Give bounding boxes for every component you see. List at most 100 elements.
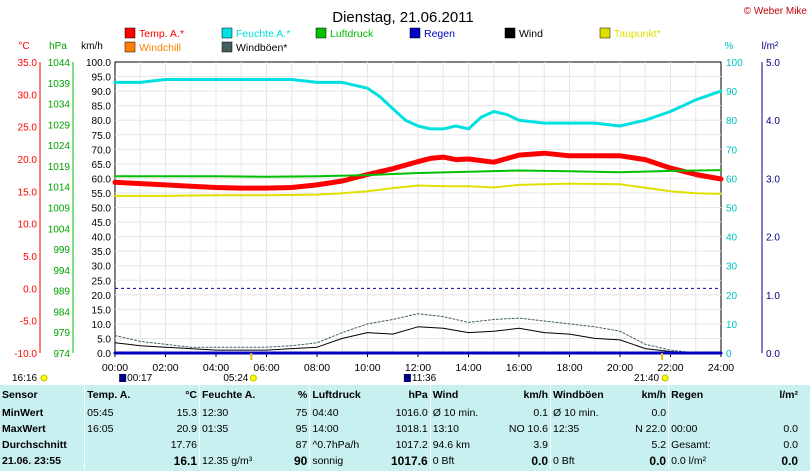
tick-label-hum: 30	[726, 262, 738, 273]
legend-entry: Windböen*	[221, 41, 287, 54]
stats-cell	[668, 405, 736, 421]
axis-unit-temp: °C	[18, 41, 29, 52]
legend-entry: Taupunkt*	[599, 27, 661, 40]
stats-cell: l/m²	[779, 389, 798, 401]
stats-cell: 16.1	[173, 454, 197, 468]
legend-label: Regen	[424, 28, 455, 40]
series	[112, 78, 724, 355]
tick-label-hum: 40	[726, 233, 738, 244]
stats-cell: Wind	[429, 385, 492, 405]
stats-cell: %	[297, 389, 308, 401]
tick-label-wind: 40.0	[92, 233, 112, 244]
stats-cell: 17.76	[170, 439, 197, 451]
stats-cell: 13:10	[429, 421, 492, 437]
statistics-panel: Sensor Temp. A. °C Feuchte A.% Luftdruck hPa W…	[0, 385, 810, 471]
moonrise-label: 00:17	[127, 373, 152, 384]
legend-label: Taupunkt*	[614, 28, 661, 40]
stats-cell: Regen	[668, 385, 736, 405]
stats-cell: NO 10.6	[508, 423, 548, 435]
grid	[115, 62, 721, 353]
stats-row-label: MinWert	[2, 407, 44, 419]
tick-label-temp: 30.0	[18, 90, 38, 101]
stats-cell: 3.9	[533, 439, 548, 451]
tick-label-temp: 0.0	[23, 284, 37, 295]
time-tick-label: 22:00	[657, 362, 683, 374]
stats-cell	[198, 437, 263, 453]
tick-label-wind: 60.0	[92, 174, 112, 185]
stats-cell: Gesamt:	[668, 437, 736, 453]
legend-label: Windchill	[139, 42, 181, 54]
tick-label-press: 1034	[48, 100, 71, 111]
tick-label-wind: 100.0	[86, 58, 111, 69]
stats-cell: 12:35	[550, 421, 614, 437]
stats-cell: 16:05	[84, 421, 146, 437]
tick-label-wind: 55.0	[92, 189, 112, 200]
legend-entry: Wind	[504, 27, 543, 40]
tick-label-temp: 10.0	[18, 220, 38, 231]
tick-label-temp: 15.0	[18, 187, 38, 198]
tick-label-rain: 4.0	[766, 116, 780, 127]
stats-cell: 5.2	[651, 439, 667, 451]
stats-row-label: 21.06. 23:55	[2, 455, 61, 467]
tick-label-wind: 95.0	[92, 73, 112, 84]
time-tick-label: 02:00	[152, 362, 178, 374]
legend-entry: Feuchte A.*	[221, 27, 290, 40]
tick-label-wind: 30.0	[92, 262, 112, 273]
tick-label-hum: 0	[726, 349, 732, 360]
stats-cell: 0.1	[533, 407, 548, 419]
tick-label-temp: 25.0	[18, 123, 38, 134]
tick-label-hum: 100	[726, 58, 743, 69]
stats-cell: 12:30	[198, 405, 263, 421]
sunrise-icon	[249, 374, 257, 382]
stats-cell: 01:35	[198, 421, 263, 437]
stats-cell: °C	[185, 389, 197, 401]
stats-cell: 05:45	[84, 405, 146, 421]
tick-label-wind: 80.0	[92, 116, 112, 127]
tick-label-rain: 1.0	[766, 291, 780, 302]
tick-label-wind: 75.0	[92, 131, 112, 142]
tick-label-rain: 3.0	[766, 174, 780, 185]
stats-cell: 15.3	[176, 407, 197, 419]
legend-swatch	[221, 41, 233, 53]
tick-label-press: 994	[53, 266, 70, 277]
stats-cell: km/h	[641, 389, 667, 401]
legend-entry: Regen	[409, 27, 455, 40]
stats-cell: 0.0	[649, 454, 667, 468]
time-tick-label: 16:00	[506, 362, 532, 374]
stats-cell: km/h	[523, 389, 548, 401]
tick-label-temp: 5.0	[23, 252, 37, 263]
axes: °C 35.0 30.0 25.0 20.0 15.0 10.0 5.0 0.0 -5.0 -10.…	[14, 41, 780, 374]
stats-cell: 12.35 g/m³	[198, 453, 263, 469]
stats-cell: Ø 10 min.	[429, 405, 492, 421]
tick-label-hum: 70	[726, 145, 738, 156]
tick-label-rain: 2.0	[766, 233, 780, 244]
stats-cell: Temp. A.	[84, 385, 146, 405]
stats-cell: Windböen	[550, 385, 614, 405]
stats-cell: Ø 10 min.	[550, 405, 614, 421]
moonrise-icon	[119, 374, 127, 382]
tick-label-press: 999	[53, 245, 70, 256]
stats-cell: 95	[295, 423, 308, 435]
stats-cell: N 22.0	[635, 423, 667, 435]
stats-row-label: MaxWert	[2, 423, 46, 435]
tick-label-hum: 50	[726, 204, 738, 215]
legend-swatch	[221, 27, 233, 39]
stats-cell: 0.0	[783, 423, 798, 435]
noon-label: 11:36	[412, 373, 437, 384]
legend-label: Windböen*	[236, 42, 287, 54]
tick-label-wind: 0.0	[97, 349, 111, 360]
legend-label: Luftdruck	[330, 28, 374, 40]
stats-cell: 0.0	[531, 454, 548, 468]
tick-label-wind: 35.0	[92, 247, 112, 258]
axis-unit-hum: %	[725, 41, 734, 52]
legend-label: Wind	[519, 28, 543, 40]
tick-label-press: 1044	[48, 58, 71, 69]
stats-cell: hPa	[408, 389, 428, 401]
stats-cell: 1017.6	[391, 454, 428, 468]
stats-row-label: Sensor	[2, 389, 38, 401]
tick-label-temp: -10.0	[14, 349, 37, 360]
sun-moon-times: 16:16 00:17 05:24 11:36 21:40	[12, 353, 669, 384]
stats-header-row: Sensor Temp. A. °C Feuchte A.% Luftdruck hPa W…	[0, 385, 800, 405]
time-tick-label: 06:00	[253, 362, 279, 374]
sunrise-label: 05:24	[223, 373, 248, 384]
